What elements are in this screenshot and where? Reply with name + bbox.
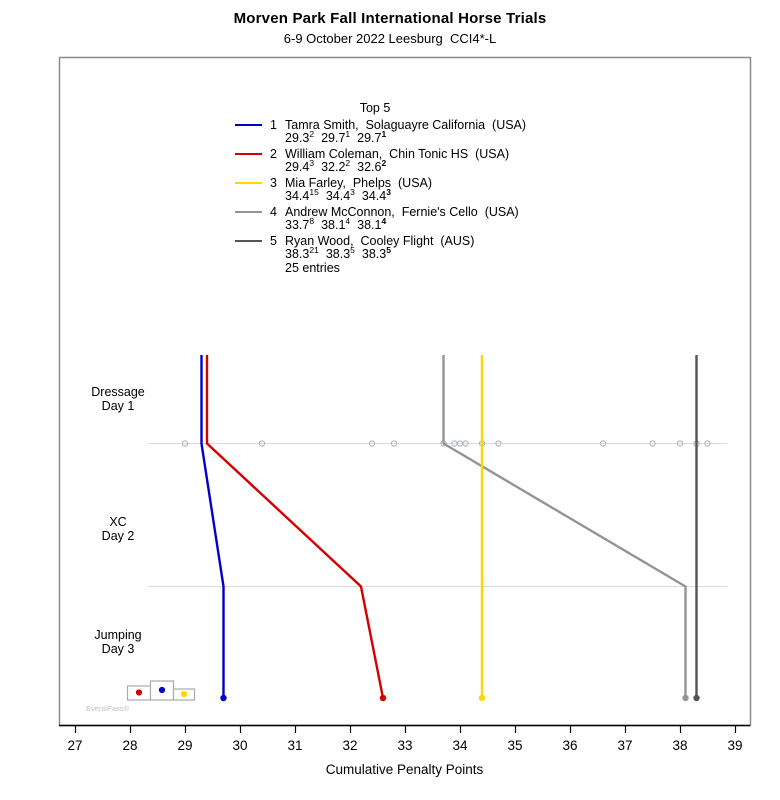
x-tick-label: 36 bbox=[562, 738, 577, 753]
dressage-score-marker bbox=[390, 440, 398, 447]
x-tick-label: 33 bbox=[397, 738, 412, 753]
phase-score: 34.415 bbox=[285, 186, 319, 203]
podium-dot bbox=[135, 689, 143, 696]
legend-color-line bbox=[235, 153, 262, 156]
legend-title: Top 5 bbox=[359, 101, 391, 115]
x-tick-label: 39 bbox=[727, 738, 742, 753]
series-final-dot bbox=[682, 694, 689, 702]
phase-name: XC bbox=[109, 515, 127, 529]
phase-score: 29.71 bbox=[357, 128, 387, 145]
phase-score: 34.43 bbox=[361, 186, 391, 203]
legend-rank: 5 bbox=[270, 234, 277, 248]
x-tick-label: 27 bbox=[67, 738, 82, 753]
watermark: EventiPass® bbox=[86, 704, 130, 713]
series-final-dot bbox=[478, 694, 486, 702]
x-tick-label: 29 bbox=[177, 738, 192, 753]
phase-name: Dressage bbox=[91, 385, 145, 399]
legend-entry: 1 Tamra Smith, Solaguayre California (USA… bbox=[235, 119, 535, 148]
dressage-score-marker bbox=[495, 440, 502, 447]
legend-phase-scores: 29.32 29.71 29.71 bbox=[285, 128, 393, 145]
legend-phase-scores: 29.43 32.22 32.62 bbox=[285, 157, 393, 174]
series-final-dot bbox=[379, 694, 387, 702]
phase-label-dressage: Dressage Day 1 bbox=[70, 385, 166, 413]
phase-score: 32.22 bbox=[321, 157, 351, 174]
dressage-score-marker bbox=[462, 440, 469, 447]
legend-color-line bbox=[235, 182, 262, 185]
legend-rank: 4 bbox=[270, 205, 277, 219]
x-tick-label: 32 bbox=[342, 738, 357, 753]
phase-day: Day 1 bbox=[101, 398, 135, 413]
phase-label-xc: XC Day 2 bbox=[70, 515, 166, 543]
dressage-score-marker bbox=[181, 440, 189, 447]
page-subtitle: 6-9 October 2022 Leesburg CCI4*-L bbox=[283, 31, 497, 46]
legend-rank: 3 bbox=[270, 176, 277, 190]
x-tick-label: 34 bbox=[452, 738, 468, 753]
x-tick-label: 28 bbox=[122, 738, 137, 753]
legend-entry: 2 William Coleman, Chin Tonic HS (USA) 29.… bbox=[235, 148, 535, 177]
phase-score: 38.35 bbox=[361, 244, 391, 261]
x-tick-label: 38 bbox=[672, 738, 687, 753]
legend-color-line bbox=[235, 240, 262, 243]
series-line bbox=[205, 355, 385, 699]
podium-dot bbox=[180, 690, 188, 698]
legend-color-line bbox=[235, 211, 262, 214]
dressage-score-marker bbox=[599, 440, 607, 447]
dressage-score-marker bbox=[368, 440, 376, 447]
legend-rider-name: Tamra Smith, Solaguayre California (USA) bbox=[285, 118, 527, 132]
x-axis-title: Cumulative Penalty Points bbox=[325, 762, 484, 777]
legend-rider-name: William Coleman, Chin Tonic HS (USA) bbox=[285, 147, 510, 161]
legend-entry: 3 Mia Farley, Phelps (USA) 34.415 34.43 34.4… bbox=[235, 177, 535, 206]
series-final-dot bbox=[693, 694, 700, 702]
legend-entry: 4 Andrew McConnon, Fernie's Cello (USA) 33… bbox=[235, 206, 535, 235]
phase-score: 38.35 bbox=[325, 244, 355, 261]
dressage-score-marker bbox=[676, 440, 684, 447]
x-tick-label: 31 bbox=[287, 738, 302, 753]
phase-score: 33.78 bbox=[285, 215, 315, 232]
legend-rider-name: Ryan Wood, Cooley Flight (AUS) bbox=[285, 234, 475, 248]
x-tick-label: 37 bbox=[617, 738, 632, 753]
phase-score: 38.321 bbox=[285, 244, 319, 261]
page-title: Morven Park Fall International Horse Tri… bbox=[233, 10, 547, 27]
series-final-dot bbox=[220, 694, 227, 702]
phase-score: 29.32 bbox=[285, 128, 315, 145]
legend-entry: 5 Ryan Wood, Cooley Flight (AUS) 38.321 38.… bbox=[235, 235, 535, 264]
entries-count: 25 entries bbox=[285, 261, 340, 275]
series-line bbox=[200, 355, 225, 698]
phase-day: Day 2 bbox=[101, 528, 135, 543]
legend-rank: 1 bbox=[270, 118, 277, 132]
phase-day: Day 3 bbox=[101, 641, 135, 656]
phase-score: 34.43 bbox=[325, 186, 355, 203]
dressage-score-marker bbox=[258, 440, 266, 447]
phase-name: Jumping bbox=[94, 628, 142, 642]
podium-dot bbox=[158, 686, 166, 694]
phase-score: 38.14 bbox=[357, 215, 387, 232]
phase-score: 38.14 bbox=[321, 215, 351, 232]
legend-color-line bbox=[235, 124, 262, 127]
legend-phase-scores: 33.78 38.14 38.14 bbox=[285, 215, 393, 232]
phase-label-jumping: Jumping Day 3 bbox=[70, 628, 166, 656]
dressage-score-marker bbox=[649, 440, 656, 447]
dressage-score-marker bbox=[704, 440, 711, 447]
legend-phase-scores: 38.321 38.35 38.35 bbox=[285, 244, 398, 261]
series-line bbox=[442, 355, 687, 698]
legend-rider-name: Mia Farley, Phelps (USA) bbox=[285, 176, 433, 190]
legend-rider-name: Andrew McConnon, Fernie's Cello (USA) bbox=[285, 205, 519, 219]
x-tick-label: 35 bbox=[507, 738, 522, 753]
legend-rank: 2 bbox=[270, 147, 277, 161]
legend-phase-scores: 34.415 34.43 34.43 bbox=[285, 186, 398, 203]
phase-score: 29.71 bbox=[321, 128, 351, 145]
x-tick-label: 30 bbox=[232, 738, 247, 753]
phase-score: 29.43 bbox=[285, 157, 315, 174]
phase-score: 32.62 bbox=[357, 157, 387, 174]
